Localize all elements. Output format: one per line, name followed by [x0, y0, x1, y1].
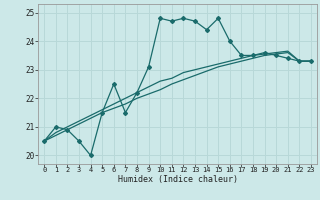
X-axis label: Humidex (Indice chaleur): Humidex (Indice chaleur) [118, 175, 238, 184]
